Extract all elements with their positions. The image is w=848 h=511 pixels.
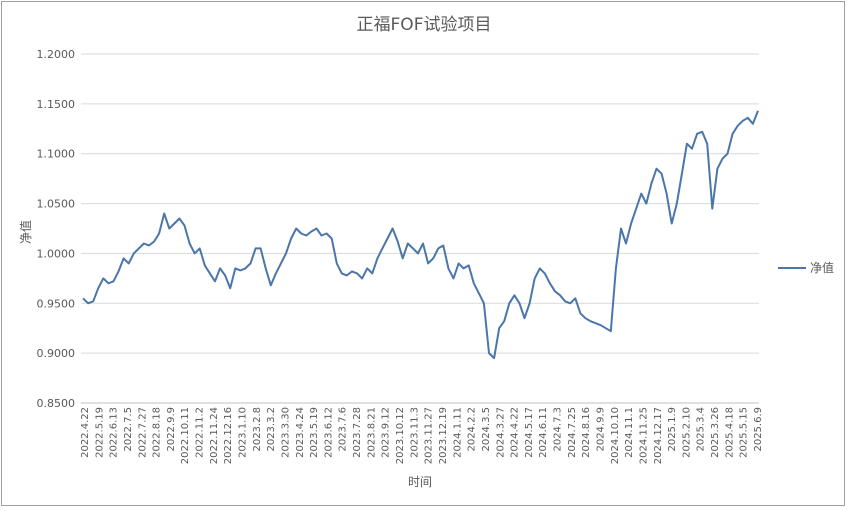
- x-tick-label: 2024.9.9: [595, 407, 606, 452]
- x-tick-label: 2024.10.10: [610, 407, 621, 464]
- x-tick-label: 2024.11.1: [624, 407, 635, 458]
- x-tick-label: 2022.5.19: [94, 407, 105, 458]
- x-axis-title: 时间: [408, 475, 432, 489]
- x-tick-label: 2023.9.12: [381, 407, 392, 458]
- y-tick-label: 1.0500: [37, 198, 76, 211]
- x-tick-label: 2022.4.22: [80, 407, 91, 458]
- x-tick-label: 2023.12.19: [438, 407, 449, 464]
- series-layer: [82, 110, 759, 360]
- y-tick-label: 1.0000: [37, 247, 76, 260]
- x-tick-label: 2023.8.21: [366, 407, 377, 458]
- chart-title: 正福FOF试验项目: [357, 15, 492, 35]
- x-tick-label: 2024.8.16: [581, 407, 592, 458]
- x-tick-label: 2023.1.10: [238, 407, 249, 458]
- x-tick-label: 2022.7.5: [123, 407, 134, 452]
- x-tick-label: 2023.11.3: [409, 407, 420, 458]
- x-tick-label: 2024.11.25: [638, 407, 649, 464]
- x-tick-label: 2024.2.2: [467, 407, 478, 452]
- x-tick-label: 2024.3.27: [495, 407, 506, 458]
- y-tick-label: 0.9000: [37, 347, 76, 360]
- x-tick-label: 2024.5.17: [524, 407, 535, 458]
- x-tick-label: 2023.5.19: [309, 407, 320, 458]
- x-tick-label: 2022.6.13: [109, 407, 120, 458]
- x-tick-label: 2025.2.10: [681, 407, 692, 458]
- x-tick-label: 2022.11.24: [209, 407, 220, 464]
- x-tick-label: 2023.7.28: [352, 407, 363, 458]
- x-tick-label: 2024.4.22: [510, 407, 521, 458]
- x-tick-label: 2022.9.9: [166, 407, 177, 452]
- x-tick-label: 2025.5.15: [739, 407, 750, 458]
- x-tick-label: 2022.8.18: [152, 407, 163, 458]
- series-line-0: [82, 110, 759, 360]
- x-tick-label: 2022.12.16: [223, 407, 234, 464]
- gridlines: [81, 53, 759, 354]
- y-tick-label: 0.9500: [37, 297, 76, 310]
- x-tick-label: 2022.7.27: [137, 407, 148, 458]
- x-tick-label: 2023.10.12: [395, 407, 406, 464]
- x-tick-label: 2025.1.9: [667, 407, 678, 452]
- x-tick-label: 2024.12.17: [653, 407, 664, 464]
- x-tick-label: 2023.6.12: [323, 407, 334, 458]
- y-tick-label: 0.8500: [37, 397, 76, 410]
- x-tick-label: 2025.6.9: [753, 407, 764, 452]
- y-tick-label: 1.1500: [37, 98, 76, 111]
- y-axis-ticks: 0.8500 0.9000 0.9500 1.0000 1.0500 1.1000 1.15…: [37, 48, 76, 410]
- x-tick-label: 2024.6.11: [538, 407, 549, 458]
- x-tick-label: 2023.11.27: [424, 407, 435, 464]
- x-axis-ticks: 2022.4.22 2022.5.19 2022.6.13 2022.7.5 2022.…: [80, 407, 764, 464]
- x-tick-label: 2023.4.24: [295, 407, 306, 458]
- x-tick-label: 2025.4.18: [724, 407, 735, 458]
- x-tick-label: 2024.3.5: [481, 407, 492, 452]
- y-tick-label: 1.1000: [37, 148, 76, 161]
- x-tick-label: 2023.2.8: [252, 407, 263, 452]
- x-tick-label: 2024.7.3: [553, 407, 564, 452]
- x-tick-label: 2023.7.6: [338, 407, 349, 452]
- legend: 净值: [778, 260, 834, 275]
- x-tick-label: 2025.3.26: [710, 407, 721, 458]
- y-axis-title: 净值: [18, 220, 33, 244]
- x-tick-label: 2024.7.25: [567, 407, 578, 458]
- legend-label: 净值: [810, 260, 834, 275]
- y-tick-label: 1.2000: [37, 48, 76, 61]
- x-tick-label: 2022.10.11: [180, 407, 191, 464]
- x-tick-label: 2023.3.30: [280, 407, 291, 458]
- x-tick-label: 2025.3.4: [696, 407, 707, 452]
- x-tick-label: 2023.3.2: [266, 407, 277, 452]
- x-tick-label: 2024.1.11: [452, 407, 463, 458]
- x-tick-label: 2022.11.2: [195, 407, 206, 458]
